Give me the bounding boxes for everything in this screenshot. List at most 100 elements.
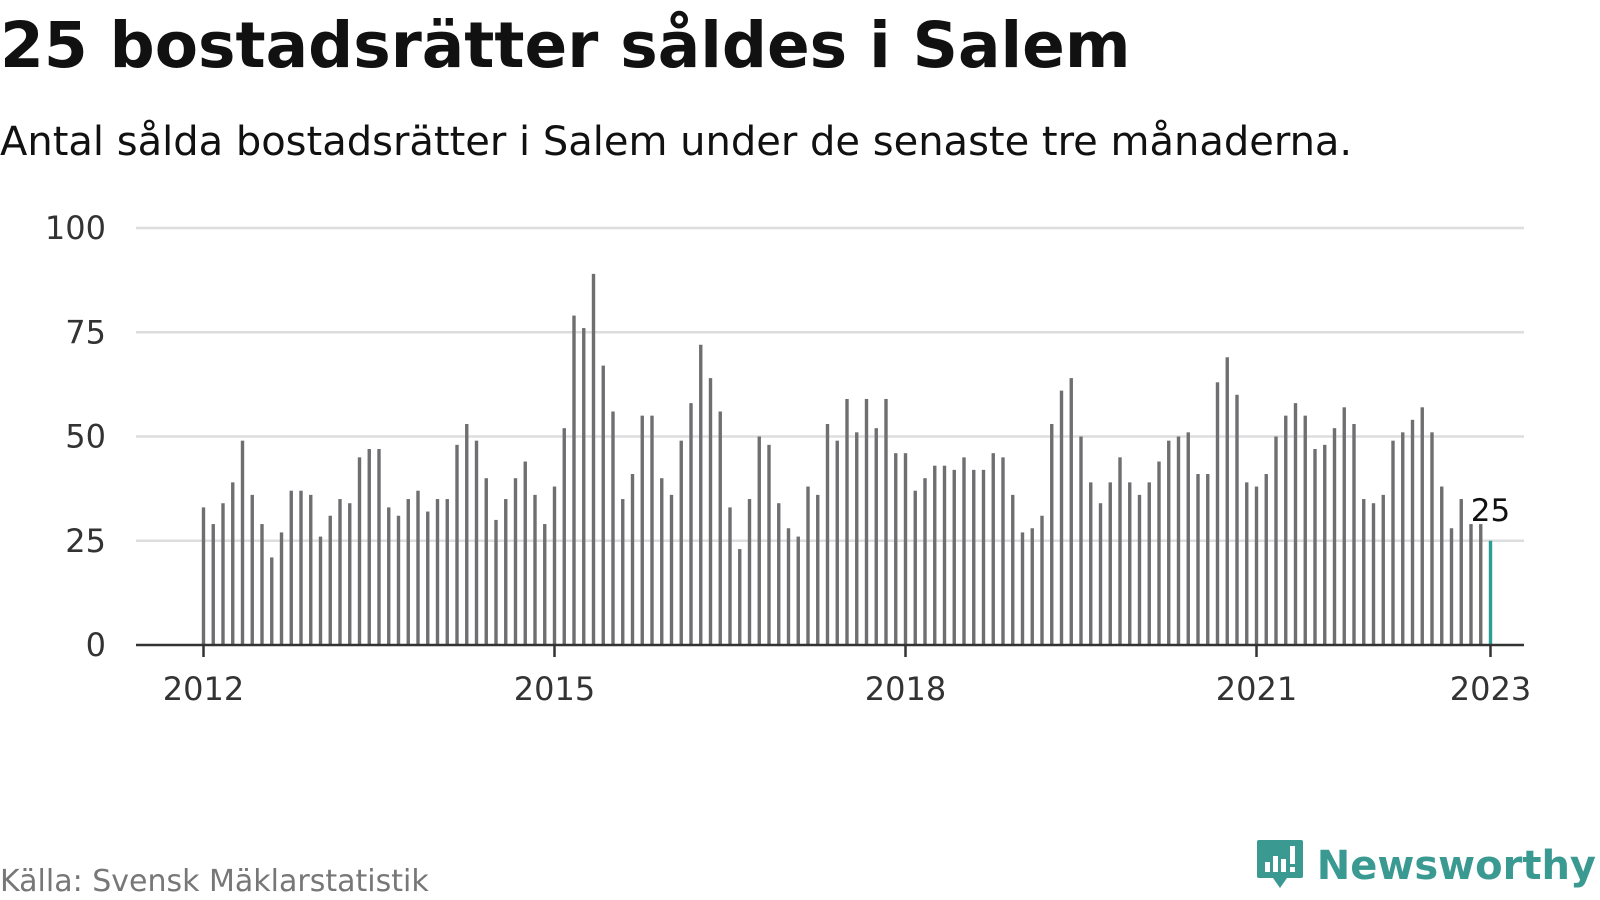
bar [767,444,771,645]
y-tick-label: 100 [45,209,106,247]
bar [864,398,869,645]
bar [738,549,742,645]
bar [562,428,566,645]
y-tick-label: 25 [65,522,106,560]
bar [318,536,323,645]
bar [1001,457,1005,645]
axes [136,643,1524,657]
bar [1293,403,1298,645]
bar [582,328,586,645]
bar [260,524,264,645]
bar [1371,503,1376,645]
bar [543,524,547,645]
bar [1449,528,1454,645]
bar [1420,407,1424,645]
bar [396,515,401,645]
bar [1040,515,1044,645]
bar [621,499,625,645]
bar [835,440,839,645]
bar [1391,440,1395,645]
bar [1235,394,1239,645]
bar [640,415,644,645]
bar [894,453,898,645]
x-tick-label: 2015 [514,670,595,708]
bar [1128,482,1132,645]
bar [952,469,956,645]
bar [1440,486,1444,645]
bar [1108,482,1112,645]
bar [328,515,332,645]
bar [1313,449,1317,645]
bar [309,494,313,645]
bar [357,457,362,645]
bar [406,499,410,645]
bar [1196,474,1200,645]
bar [1459,499,1463,645]
bar [1206,474,1210,645]
bar [1079,436,1083,645]
bar [981,469,986,645]
bar [884,398,888,645]
bar [1176,436,1181,645]
bar [669,494,674,645]
x-tick-label: 2023 [1450,670,1531,708]
bar [1020,532,1025,645]
bar [874,428,878,645]
bar [211,524,215,645]
bar [855,432,859,645]
bar [591,273,596,645]
bar [1030,528,1034,645]
bar [1410,419,1415,645]
bar [299,490,303,645]
bar [1069,378,1073,645]
bar [1118,457,1122,645]
bar [942,465,947,645]
source-note: Källa: Svensk Mäklarstatistik [0,864,429,899]
bar [728,507,732,645]
bar [201,507,206,645]
bar [1332,428,1337,645]
bar [552,486,557,645]
bar [1401,432,1405,645]
x-tick-label: 2018 [865,670,946,708]
bar [913,490,917,645]
bar [523,461,527,645]
bar [1352,423,1356,645]
bar [1342,407,1346,645]
bar [250,494,254,645]
bar [1284,415,1288,645]
bar [1254,486,1259,645]
bar [1098,503,1103,645]
bar [991,453,995,645]
bar [757,436,761,645]
bar [1225,357,1229,645]
bar [1011,494,1015,645]
bar [289,490,293,645]
bar [279,532,284,645]
bar [348,503,352,645]
bar [699,344,703,645]
bar [1186,432,1190,645]
brand-name: Newsworthy [1316,843,1596,889]
bar [1245,482,1249,645]
bar [777,503,781,645]
bar [504,499,508,645]
grid-lines [136,226,1524,542]
bar [825,423,830,645]
bar [1274,436,1278,645]
bar [240,440,245,645]
bar [367,449,371,645]
bar [426,511,430,645]
bar [416,490,420,645]
y-tick-label: 50 [65,418,106,456]
bar [1167,440,1171,645]
bar [1469,524,1473,645]
bar [1157,461,1161,645]
bar [572,315,576,645]
bar [923,478,927,645]
bar [796,536,800,645]
bar [806,486,810,645]
bar [689,403,693,645]
bar [474,440,479,645]
